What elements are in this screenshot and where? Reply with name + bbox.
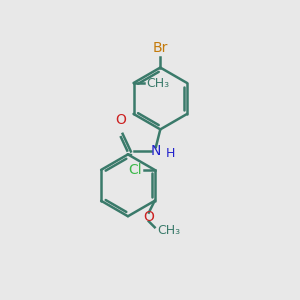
Text: Br: Br [153,41,168,55]
Text: Cl: Cl [129,163,142,177]
Text: CH₃: CH₃ [146,76,169,89]
Text: H: H [165,147,175,160]
Text: CH₃: CH₃ [158,224,181,237]
Text: O: O [116,113,127,127]
Text: O: O [143,210,154,224]
Text: N: N [151,145,161,158]
